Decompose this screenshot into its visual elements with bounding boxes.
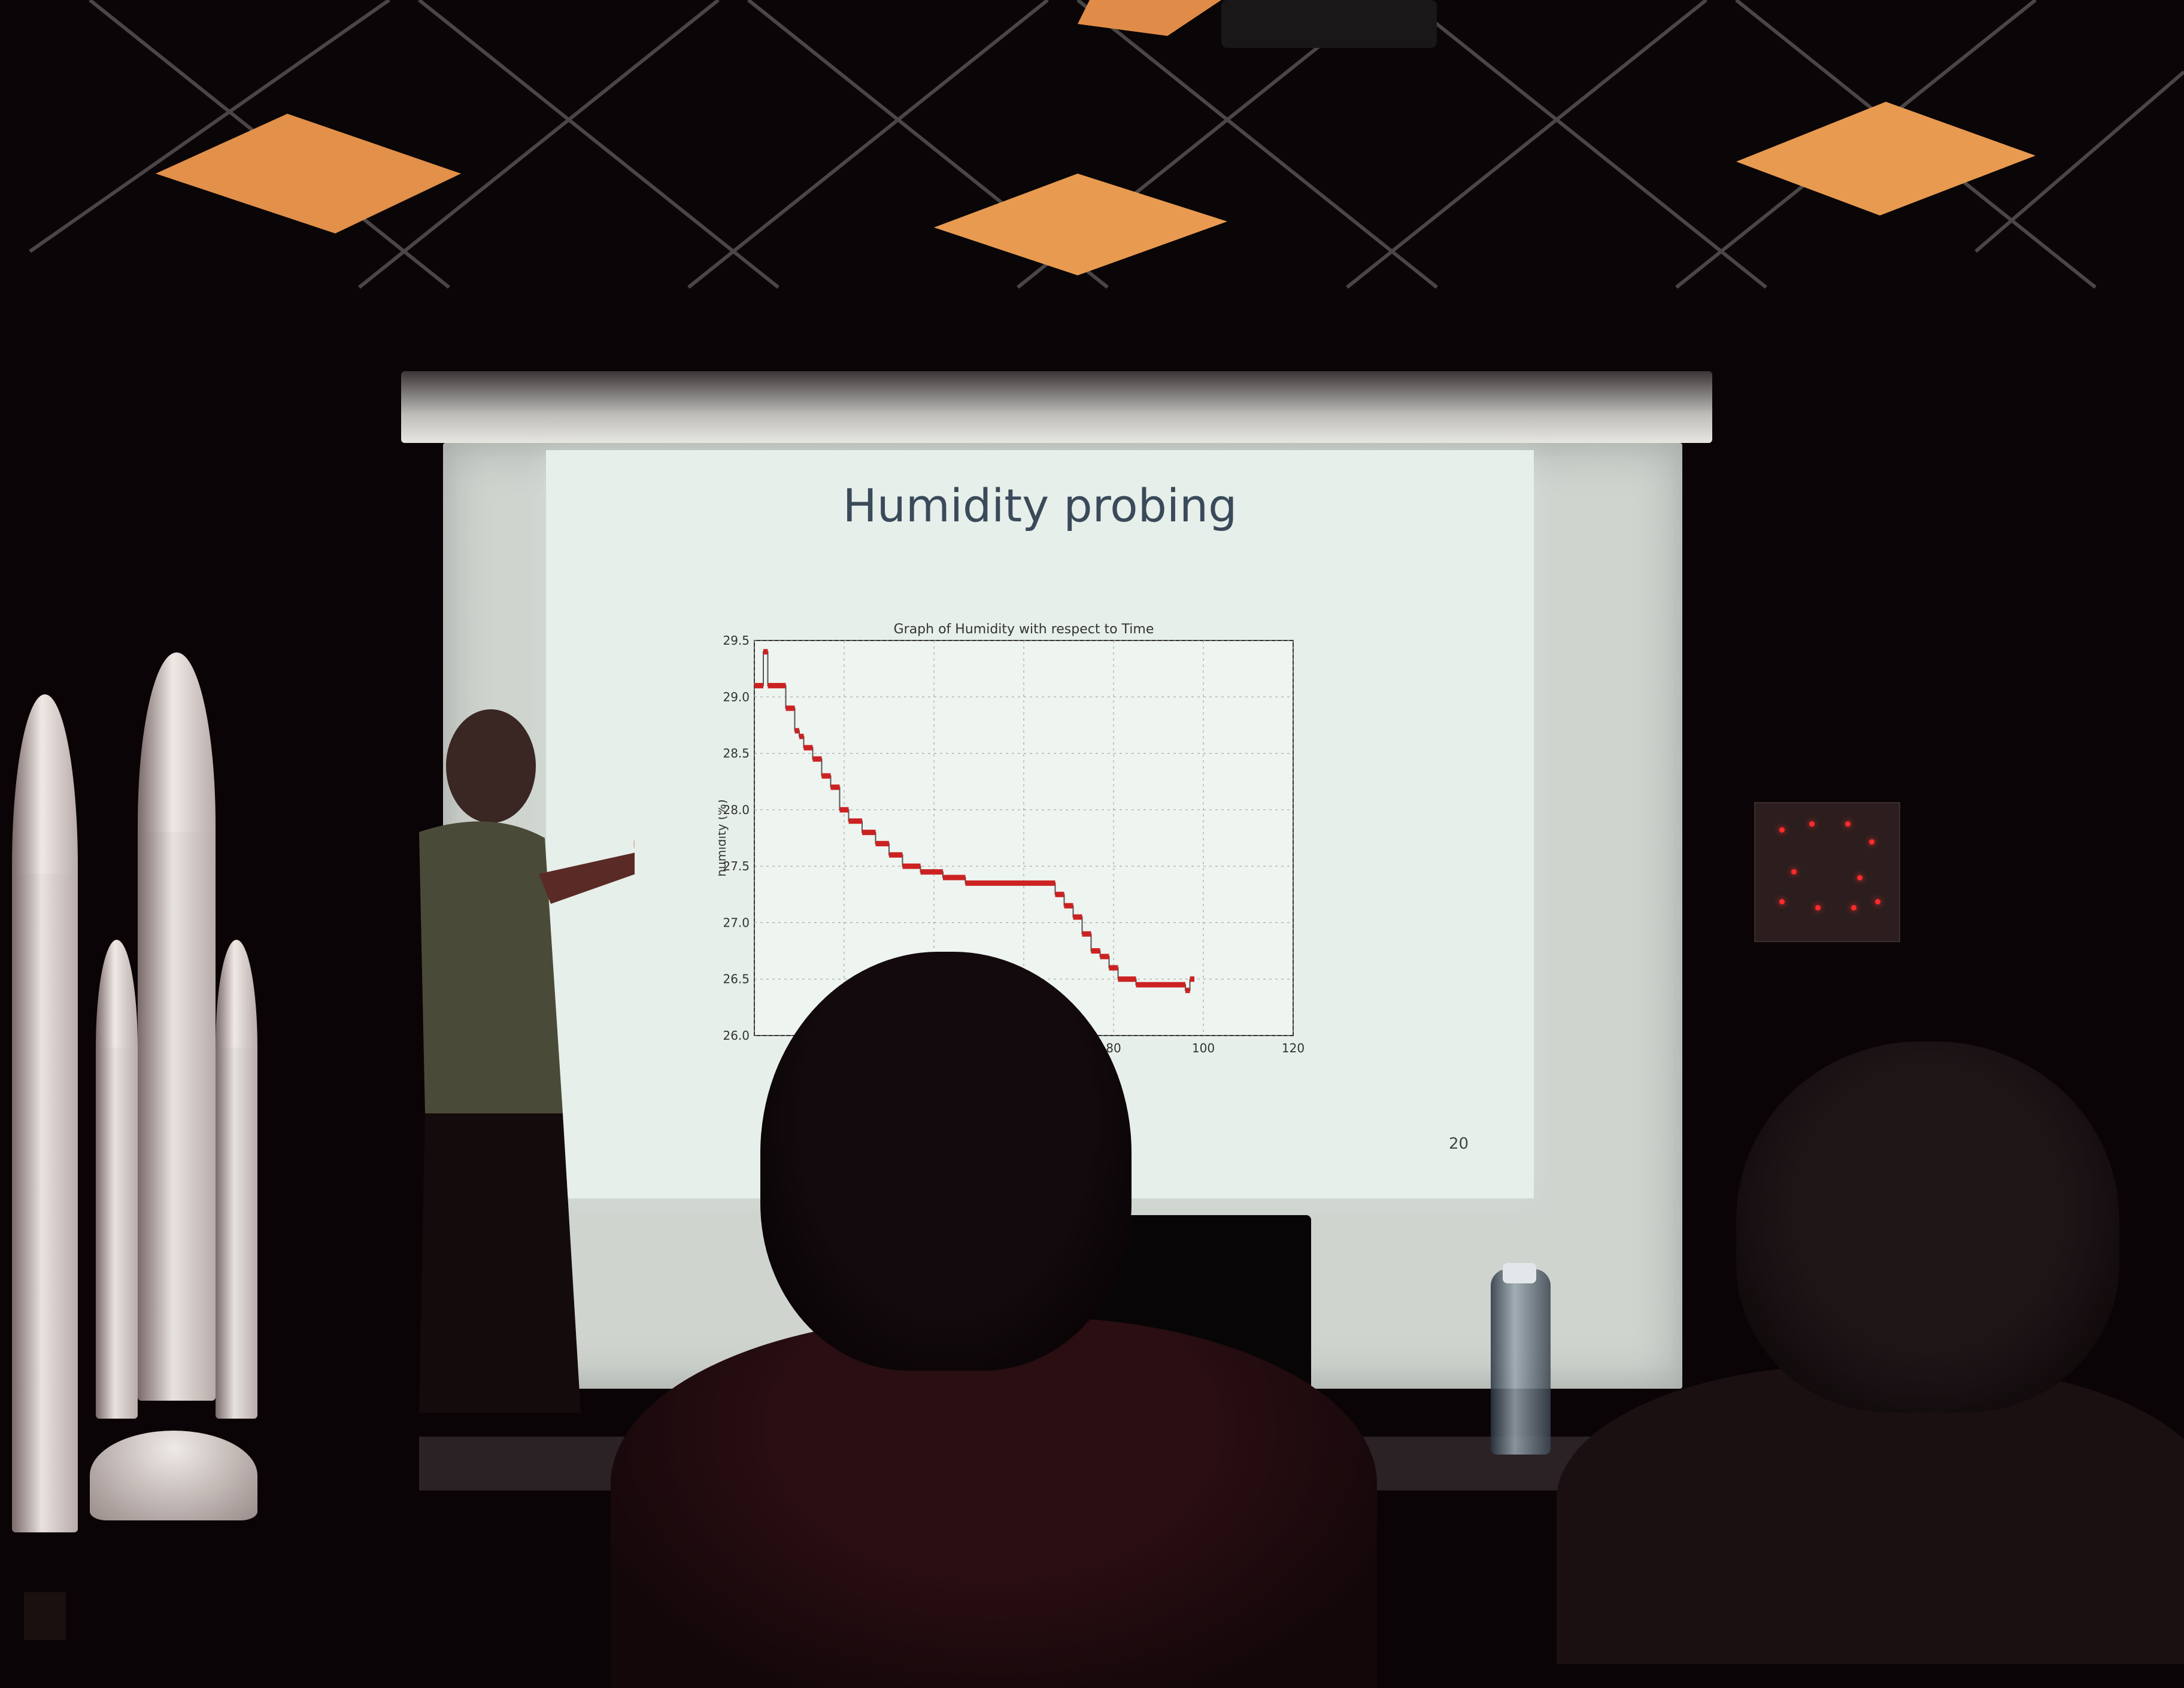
ceiling-light — [934, 174, 1227, 275]
bottle-cap — [1503, 1263, 1536, 1283]
y-tick-label: 27.5 — [723, 859, 750, 873]
ceiling-light — [1078, 0, 1221, 36]
rocket-model-large — [90, 652, 263, 1520]
led-light — [1779, 899, 1785, 904]
x-tick-label: 120 — [1282, 1041, 1305, 1055]
led-light — [1851, 905, 1857, 910]
led-light — [1875, 899, 1880, 904]
led-panel — [1754, 802, 1900, 942]
y-tick-label: 28.0 — [723, 803, 750, 817]
y-tick-label: 26.5 — [723, 972, 750, 986]
y-tick-label: 29.5 — [723, 633, 750, 648]
y-tick-label: 27.0 — [723, 915, 750, 930]
x-tick-label: 100 — [1192, 1041, 1215, 1055]
audience-member-right-body — [1557, 1365, 2184, 1664]
chart-title: Graph of Humidity with respect to Time — [894, 622, 1154, 637]
y-axis-label: humidity (%) — [718, 799, 729, 876]
screen-housing — [401, 371, 1712, 443]
ceiling-light — [1736, 102, 2036, 215]
slide-number: 20 — [1449, 1135, 1469, 1153]
led-light — [1779, 827, 1785, 833]
led-light — [1857, 875, 1863, 881]
led-light — [1809, 821, 1815, 827]
ceiling-light — [156, 114, 461, 233]
presenter — [419, 709, 635, 1413]
led-light — [1815, 905, 1821, 910]
audience-member-head — [760, 952, 1132, 1371]
led-light — [1869, 839, 1874, 845]
ceiling-lattice — [0, 0, 2184, 311]
projector — [1221, 0, 1437, 48]
y-tick-label: 29.0 — [723, 690, 750, 704]
rocket-model-small — [0, 694, 114, 1640]
led-light — [1791, 869, 1797, 875]
x-tick-label: 80 — [1106, 1041, 1121, 1055]
led-light — [1845, 821, 1851, 827]
slide-title: Humidity probing — [842, 479, 1237, 532]
water-bottle — [1491, 1269, 1551, 1455]
audience-member-body — [611, 1317, 1377, 1688]
y-tick-label: 28.5 — [723, 746, 750, 761]
y-tick-label: 26.0 — [723, 1028, 750, 1043]
audience-member-right-head — [1736, 1042, 2119, 1413]
